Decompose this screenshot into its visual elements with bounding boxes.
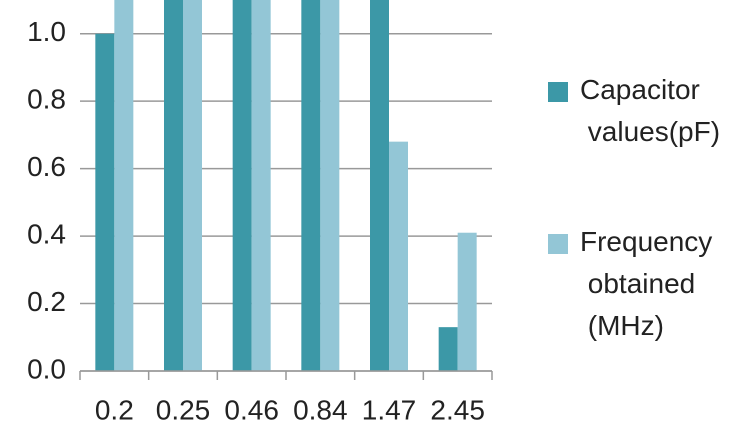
bar (320, 0, 340, 371)
y-tick-label: 0.2 (27, 286, 66, 317)
bar (301, 0, 321, 371)
bar (251, 0, 271, 371)
bar (232, 0, 252, 371)
x-tick-label: 0.84 (293, 394, 348, 425)
x-tick-label: 0.25 (156, 394, 211, 425)
y-tick-label: 1.0 (27, 16, 66, 47)
bar (164, 0, 183, 371)
x-tick-label: 1.47 (362, 394, 417, 425)
x-tick-label: 0.2 (95, 394, 134, 425)
bar (95, 33, 115, 372)
bar (370, 0, 389, 371)
legend-swatch (548, 82, 568, 102)
bar (457, 232, 477, 371)
y-tick-label: 0.0 (27, 353, 66, 384)
bar (183, 0, 202, 371)
legend-label: Capacitor values(pF) (580, 74, 720, 147)
x-tick-label: 0.46 (224, 394, 279, 425)
x-tick-label: 2.45 (430, 394, 485, 425)
bar (438, 327, 458, 371)
bar (114, 0, 134, 371)
y-tick-label: 0.4 (27, 218, 66, 249)
legend-label: Frequency obtained (MHz) (580, 226, 712, 341)
legend-swatch (548, 234, 568, 254)
y-tick-label: 0.8 (27, 84, 66, 115)
y-tick-label: 0.6 (27, 151, 66, 182)
bar (389, 141, 408, 371)
